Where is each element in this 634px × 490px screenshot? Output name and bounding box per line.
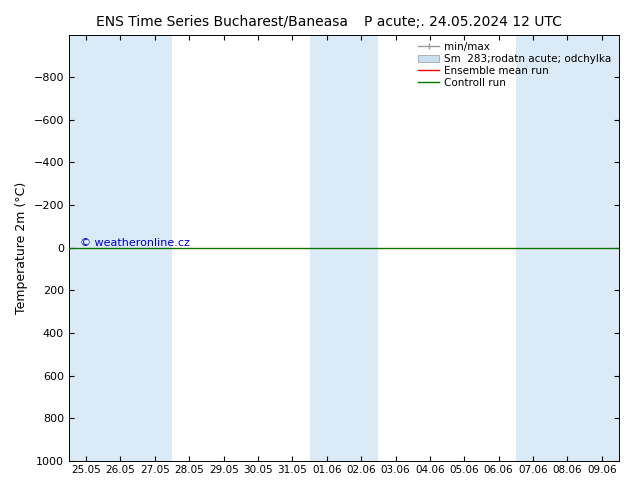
Legend: min/max, Sm  283;rodatn acute; odchylka, Ensemble mean run, Controll run: min/max, Sm 283;rodatn acute; odchylka, … — [417, 40, 614, 90]
Text: ENS Time Series Bucharest/Baneasa: ENS Time Series Bucharest/Baneasa — [96, 15, 348, 29]
Text: © weatheronline.cz: © weatheronline.cz — [80, 238, 190, 247]
Bar — [344, 35, 378, 461]
Y-axis label: Temperature 2m (°C): Temperature 2m (°C) — [15, 182, 28, 314]
Bar — [309, 35, 344, 461]
Bar — [138, 35, 172, 461]
Bar — [585, 35, 619, 461]
Bar — [103, 35, 138, 461]
Bar — [516, 35, 550, 461]
Bar — [69, 35, 103, 461]
Text: P acute;. 24.05.2024 12 UTC: P acute;. 24.05.2024 12 UTC — [364, 15, 562, 29]
Bar — [550, 35, 585, 461]
